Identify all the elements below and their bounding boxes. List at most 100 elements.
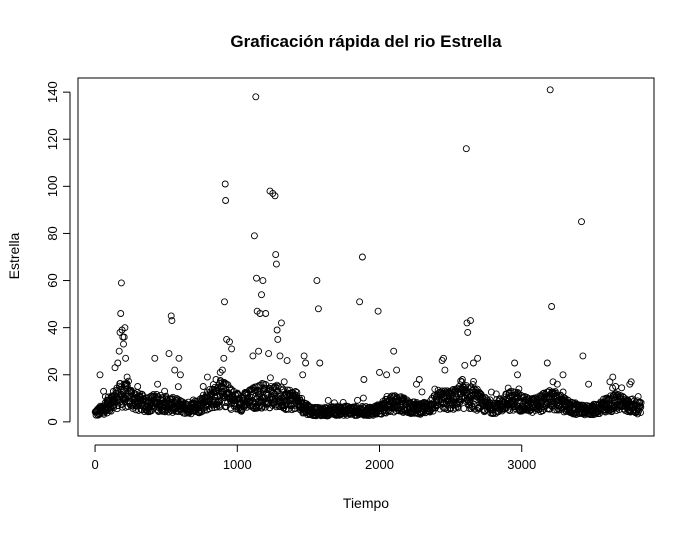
data-point-outlier (199, 383, 207, 390)
data-point (213, 403, 221, 411)
data-point-outlier (276, 352, 284, 360)
data-point-outlier (548, 303, 556, 310)
data-point-outlier (462, 145, 470, 153)
data-point-outlier (578, 218, 585, 226)
data-point-outlier (393, 366, 401, 374)
data-point-outlier (226, 338, 233, 346)
data-point-outlier (108, 392, 116, 400)
x-tick-label: 0 (91, 457, 98, 472)
data-point-outlier (271, 192, 279, 200)
y-tick-label: 20 (45, 368, 60, 382)
data-point-outlier (390, 347, 398, 355)
data-point-outlier (553, 380, 561, 388)
data-point-outlier (154, 380, 162, 388)
data-point-outlier (467, 317, 474, 325)
data-point-outlier (515, 385, 523, 393)
data-point-outlier (474, 354, 482, 362)
data-point-outlier (627, 378, 635, 386)
data-point (354, 396, 361, 404)
data-point-outlier (300, 352, 308, 360)
data-point-outlier (120, 340, 127, 348)
data-point (359, 394, 367, 402)
data-point-outlier (415, 376, 423, 383)
data-point-outlier (120, 333, 128, 341)
x-axis-label: Tiempo (343, 495, 389, 511)
data-point-outlier (316, 359, 324, 367)
data-point (222, 402, 230, 410)
data-point-outlier (117, 310, 125, 317)
data-point-outlier (274, 335, 282, 343)
data-point-outlier (222, 197, 230, 204)
x-axis: 0 1000 2000 3000 (91, 444, 536, 472)
x-tick-label: 3000 (507, 457, 536, 472)
data-point-outlier (151, 354, 159, 362)
y-tick-label: 140 (45, 81, 60, 103)
data-point (637, 399, 645, 407)
data-point-outlier (514, 371, 521, 379)
data-point (279, 385, 287, 393)
y-tick-label: 80 (45, 226, 60, 240)
data-point-outlier (609, 373, 617, 381)
data-point-outlier (255, 347, 263, 355)
data-point-outlier (121, 324, 129, 332)
data-point-outlier (167, 312, 175, 320)
data-point-outlier (165, 350, 173, 358)
data-point (266, 374, 274, 382)
data-point-outlier (612, 383, 620, 390)
data-point-outlier (463, 319, 471, 327)
data-point-outlier (511, 359, 519, 367)
data-point (277, 383, 285, 391)
data-point (263, 384, 271, 392)
data-point-outlier (579, 352, 587, 360)
y-tick-label: 100 (45, 175, 60, 197)
data-point-outlier (175, 354, 183, 362)
data-point (157, 391, 165, 399)
data-point (506, 407, 514, 414)
data-point-outlier (117, 279, 125, 287)
data-point-outlier (250, 232, 258, 240)
y-axis-label: Estrella (6, 232, 22, 279)
data-point-outlier (283, 357, 291, 365)
data-point-outlier (123, 373, 131, 381)
data-point-outlier (171, 366, 179, 374)
data-point (470, 385, 478, 393)
y-tick-label: 60 (45, 273, 60, 287)
data-point-outlier (100, 387, 108, 395)
data-point-outlier (272, 251, 280, 259)
data-point-outlier (360, 376, 368, 383)
data-point (418, 388, 426, 396)
data-point-outlier (104, 397, 112, 405)
data-point-outlier (546, 86, 554, 94)
plot-frame (77, 77, 655, 437)
data-point-outlier (440, 354, 447, 362)
data-point (439, 404, 447, 412)
data-point (214, 399, 222, 406)
data-points (91, 86, 645, 420)
data-point (113, 405, 121, 413)
data-point-outlier (280, 378, 288, 386)
data-point-outlier (356, 298, 364, 306)
data-point-outlier (168, 317, 176, 325)
data-point (465, 398, 473, 405)
data-point-outlier (461, 361, 469, 369)
data-point-outlier (441, 366, 449, 374)
data-point-outlier (253, 274, 260, 282)
data-point (387, 393, 394, 401)
data-point-outlier (269, 189, 277, 197)
data-point (487, 388, 495, 396)
data-point (330, 399, 338, 407)
data-point (471, 397, 479, 405)
data-point-outlier (273, 326, 281, 334)
data-point-outlier (220, 354, 228, 362)
data-point-outlier (374, 307, 382, 315)
data-point (458, 376, 466, 383)
data-point (174, 383, 182, 391)
y-tick-label: 0 (45, 418, 60, 425)
data-point (637, 403, 645, 411)
data-point-outlier (265, 350, 273, 358)
data-point (618, 384, 626, 392)
y-tick-label: 120 (45, 128, 60, 150)
data-point (220, 379, 228, 386)
